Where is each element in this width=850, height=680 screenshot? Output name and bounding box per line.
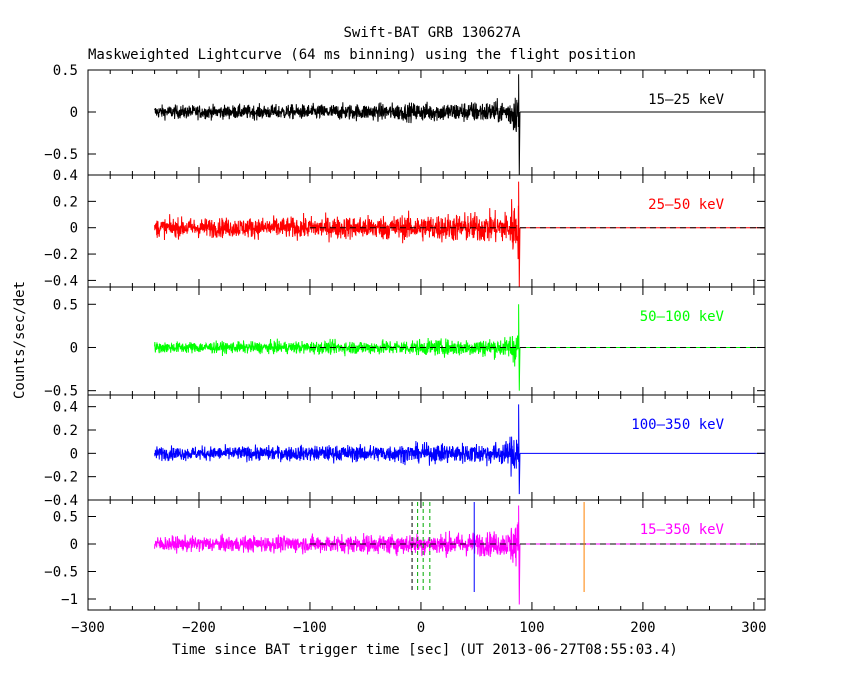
panel-15-350-kev: 0.5 0 −0.5 −1 15–350 keV [44,499,766,611]
chart-subtitle: Maskweighted Lightcurve (64 ms binning) … [88,47,636,63]
x-tick-label: 300 [741,620,766,636]
y-tick-label: 0.2 [53,194,78,210]
x-tick-label: 0 [417,620,425,636]
x-tick-label: −100 [293,620,327,636]
x-axis: −300 −200 −100 0 100 200 300 [71,620,766,636]
channel-label: 25–50 keV [648,197,724,213]
series-line [154,404,521,495]
y-tick-label: 0.2 [53,423,78,439]
y-tick-label: 0.4 [53,168,78,184]
y-tick-label: 0 [70,340,78,356]
x-tick-label: 200 [630,620,655,636]
y-tick-label: 0.5 [53,510,78,526]
series-line [154,505,521,605]
panel-frame [87,69,766,176]
series-line [154,181,521,287]
y-tick-label: −0.5 [44,565,78,581]
panel-50-100-kev: 0.5 0 −0.5 50–100 keV [44,286,766,400]
panels-group: 0.5 0 −0.5 15–25 keV 0.4 0.2 0 −0.2 −0.4 25–50 ke… [44,63,766,611]
x-tick-label: −300 [71,620,105,636]
panel-15-25-kev: 0.5 0 −0.5 15–25 keV [44,63,766,176]
y-tick-label: 0.5 [53,297,78,313]
y-tick-label: −0.2 [44,247,78,263]
y-tick-label: 0.4 [53,400,78,416]
channel-label: 15–350 keV [640,522,725,538]
y-tick-label: 0 [70,537,78,553]
y-tick-label: −0.4 [44,273,78,289]
y-tick-label: −0.4 [44,493,78,509]
x-tick-label: 100 [519,620,544,636]
panel-100-350-kev: 0.4 0.2 0 −0.2 −0.4 100–350 keV [44,394,766,509]
y-tick-label: 0 [70,446,78,462]
y-tick-label: 0 [70,105,78,121]
channel-label: 15–25 keV [648,92,724,108]
x-tick-label: −200 [182,620,216,636]
x-axis-label: Time since BAT trigger time [sec] (UT 20… [172,642,678,658]
series-line [154,74,521,175]
channel-label: 50–100 keV [640,309,725,325]
panel-25-50-kev: 0.4 0.2 0 −0.2 −0.4 25–50 keV [44,168,766,289]
y-tick-label: −0.5 [44,384,78,400]
chart-title: Swift-BAT GRB 130627A [343,25,521,41]
y-tick-label: −1 [61,592,78,608]
panel-frame [87,499,766,611]
series-line [154,304,521,391]
panel-frame [87,286,766,396]
y-tick-label: −0.2 [44,470,78,486]
channel-label: 100–350 keV [631,417,724,433]
y-tick-label: 0.5 [53,63,78,79]
y-tick-label: 0 [70,221,78,237]
y-tick-label: −0.5 [44,147,78,163]
y-axis-label: Counts/sec/det [12,281,28,399]
